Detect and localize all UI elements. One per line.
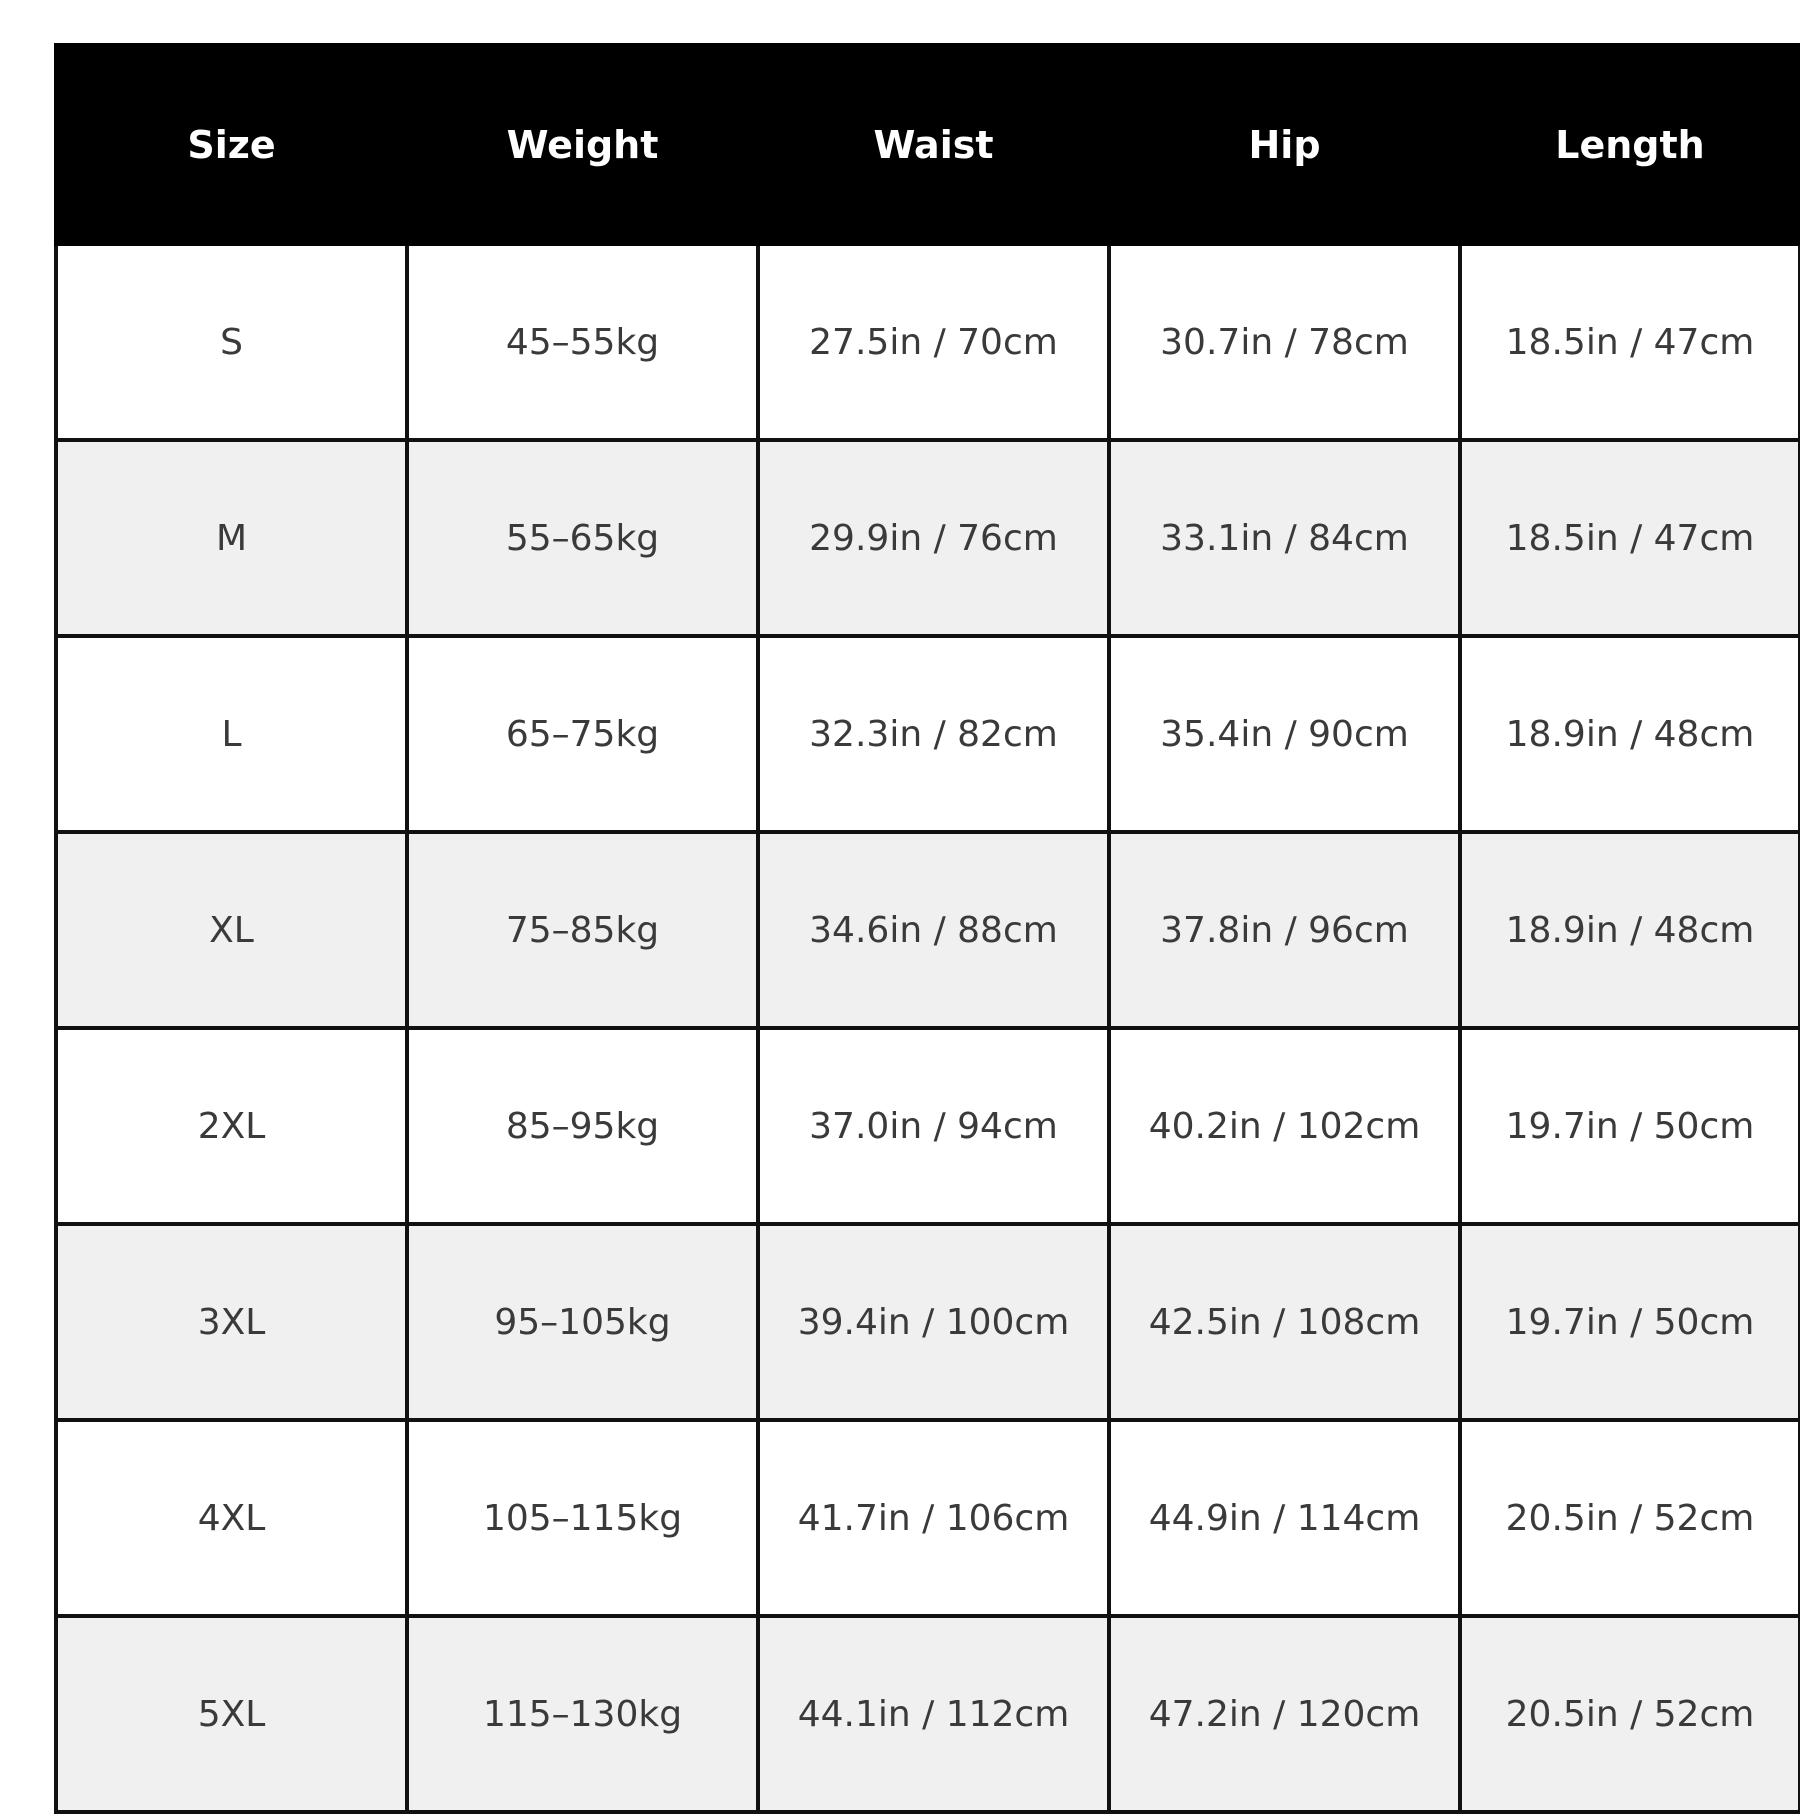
header-cell-hip: Hip	[1107, 43, 1462, 246]
cell-waist: 37.0in / 94cm	[756, 1026, 1111, 1226]
cell-hip: 35.4in / 90cm	[1107, 634, 1462, 834]
cell-length: 19.7in / 50cm	[1458, 1222, 1800, 1422]
cell-size: 2XL	[54, 1026, 409, 1226]
table-row: M 55–65kg 29.9in / 76cm 33.1in / 84cm 18…	[54, 438, 1800, 638]
cell-waist: 41.7in / 106cm	[756, 1418, 1111, 1618]
cell-hip: 42.5in / 108cm	[1107, 1222, 1462, 1422]
table-row: 5XL 115–130kg 44.1in / 112cm 47.2in / 12…	[54, 1614, 1800, 1814]
cell-waist: 27.5in / 70cm	[756, 242, 1111, 442]
cell-waist: 44.1in / 112cm	[756, 1614, 1111, 1814]
header-cell-length: Length	[1458, 43, 1800, 246]
table-body: S 45–55kg 27.5in / 70cm 30.7in / 78cm 18…	[54, 242, 1800, 1814]
cell-weight: 85–95kg	[405, 1026, 760, 1226]
table-row: L 65–75kg 32.3in / 82cm 35.4in / 90cm 18…	[54, 634, 1800, 834]
cell-hip: 33.1in / 84cm	[1107, 438, 1462, 638]
table-row: S 45–55kg 27.5in / 70cm 30.7in / 78cm 18…	[54, 242, 1800, 442]
cell-waist: 32.3in / 82cm	[756, 634, 1111, 834]
table-row: 2XL 85–95kg 37.0in / 94cm 40.2in / 102cm…	[54, 1026, 1800, 1226]
cell-size: XL	[54, 830, 409, 1030]
cell-size: L	[54, 634, 409, 834]
cell-hip: 37.8in / 96cm	[1107, 830, 1462, 1030]
cell-size: S	[54, 242, 409, 442]
cell-waist: 29.9in / 76cm	[756, 438, 1111, 638]
cell-weight: 105–115kg	[405, 1418, 760, 1618]
cell-size: 4XL	[54, 1418, 409, 1618]
cell-length: 19.7in / 50cm	[1458, 1026, 1800, 1226]
table-row: 4XL 105–115kg 41.7in / 106cm 44.9in / 11…	[54, 1418, 1800, 1618]
cell-waist: 39.4in / 100cm	[756, 1222, 1111, 1422]
cell-length: 18.9in / 48cm	[1458, 634, 1800, 834]
cell-length: 18.5in / 47cm	[1458, 242, 1800, 442]
cell-weight: 65–75kg	[405, 634, 760, 834]
cell-weight: 115–130kg	[405, 1614, 760, 1814]
cell-waist: 34.6in / 88cm	[756, 830, 1111, 1030]
table-row: XL 75–85kg 34.6in / 88cm 37.8in / 96cm 1…	[54, 830, 1800, 1030]
cell-size: M	[54, 438, 409, 638]
cell-weight: 45–55kg	[405, 242, 760, 442]
cell-length: 18.5in / 47cm	[1458, 438, 1800, 638]
header-cell-weight: Weight	[405, 43, 760, 246]
cell-hip: 44.9in / 114cm	[1107, 1418, 1462, 1618]
cell-hip: 30.7in / 78cm	[1107, 242, 1462, 442]
cell-weight: 55–65kg	[405, 438, 760, 638]
table-row: 3XL 95–105kg 39.4in / 100cm 42.5in / 108…	[54, 1222, 1800, 1422]
header-cell-size: Size	[54, 43, 409, 246]
table-header: Size Weight Waist Hip Length	[54, 43, 1800, 246]
cell-length: 20.5in / 52cm	[1458, 1418, 1800, 1618]
header-row: Size Weight Waist Hip Length	[54, 43, 1800, 246]
cell-length: 20.5in / 52cm	[1458, 1614, 1800, 1814]
cell-weight: 95–105kg	[405, 1222, 760, 1422]
cell-hip: 40.2in / 102cm	[1107, 1026, 1462, 1226]
cell-weight: 75–85kg	[405, 830, 760, 1030]
cell-length: 18.9in / 48cm	[1458, 830, 1800, 1030]
header-cell-waist: Waist	[756, 43, 1111, 246]
cell-size: 3XL	[54, 1222, 409, 1422]
size-chart-table: Size Weight Waist Hip Length S 45–55kg 2…	[54, 43, 1800, 1814]
cell-size: 5XL	[54, 1614, 409, 1814]
cell-hip: 47.2in / 120cm	[1107, 1614, 1462, 1814]
